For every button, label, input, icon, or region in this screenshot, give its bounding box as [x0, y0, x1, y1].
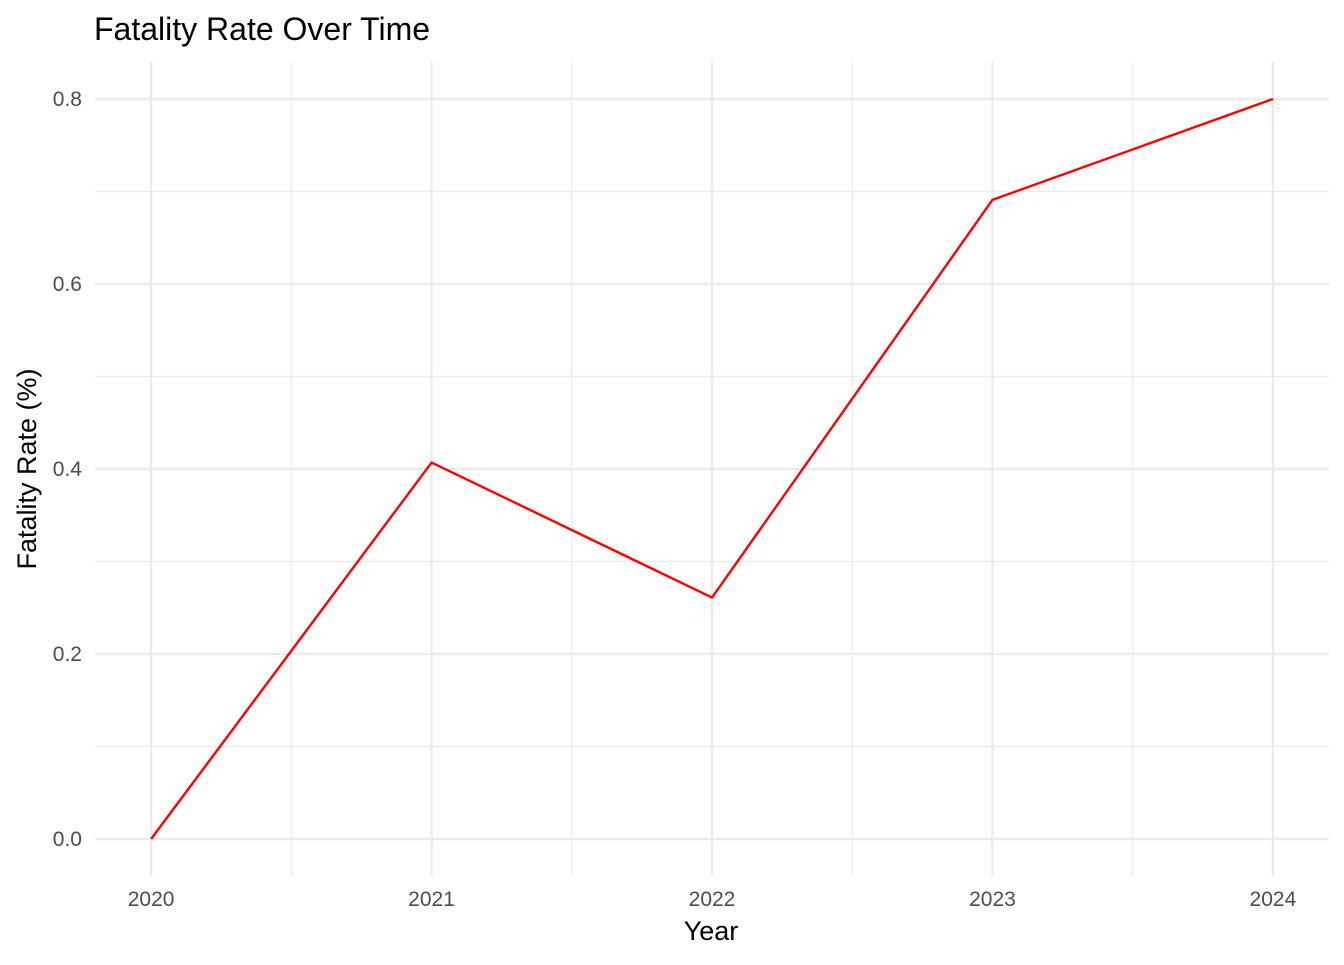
y-tick-label: 0.4	[53, 458, 83, 481]
x-tick-label: 2021	[408, 888, 455, 911]
y-tick-label: 0.6	[53, 273, 82, 296]
y-tick-label: 0.2	[53, 643, 82, 666]
x-tick-label: 2024	[1250, 888, 1297, 911]
x-tick-label: 2023	[969, 888, 1016, 911]
x-axis-ticks: 2020 2021 2022 2023 2024	[128, 888, 1297, 911]
x-axis-title: Year	[684, 916, 739, 946]
y-axis-ticks: 0.0 0.2 0.4 0.6 0.8	[53, 88, 83, 851]
y-tick-label: 0.0	[53, 828, 82, 851]
chart-title: Fatality Rate Over Time	[94, 11, 430, 47]
x-tick-label: 2020	[128, 888, 175, 911]
grid	[95, 62, 1329, 876]
y-axis-title: Fatality Rate (%)	[12, 368, 42, 569]
x-tick-label: 2022	[689, 888, 736, 911]
y-tick-label: 0.8	[53, 88, 82, 111]
